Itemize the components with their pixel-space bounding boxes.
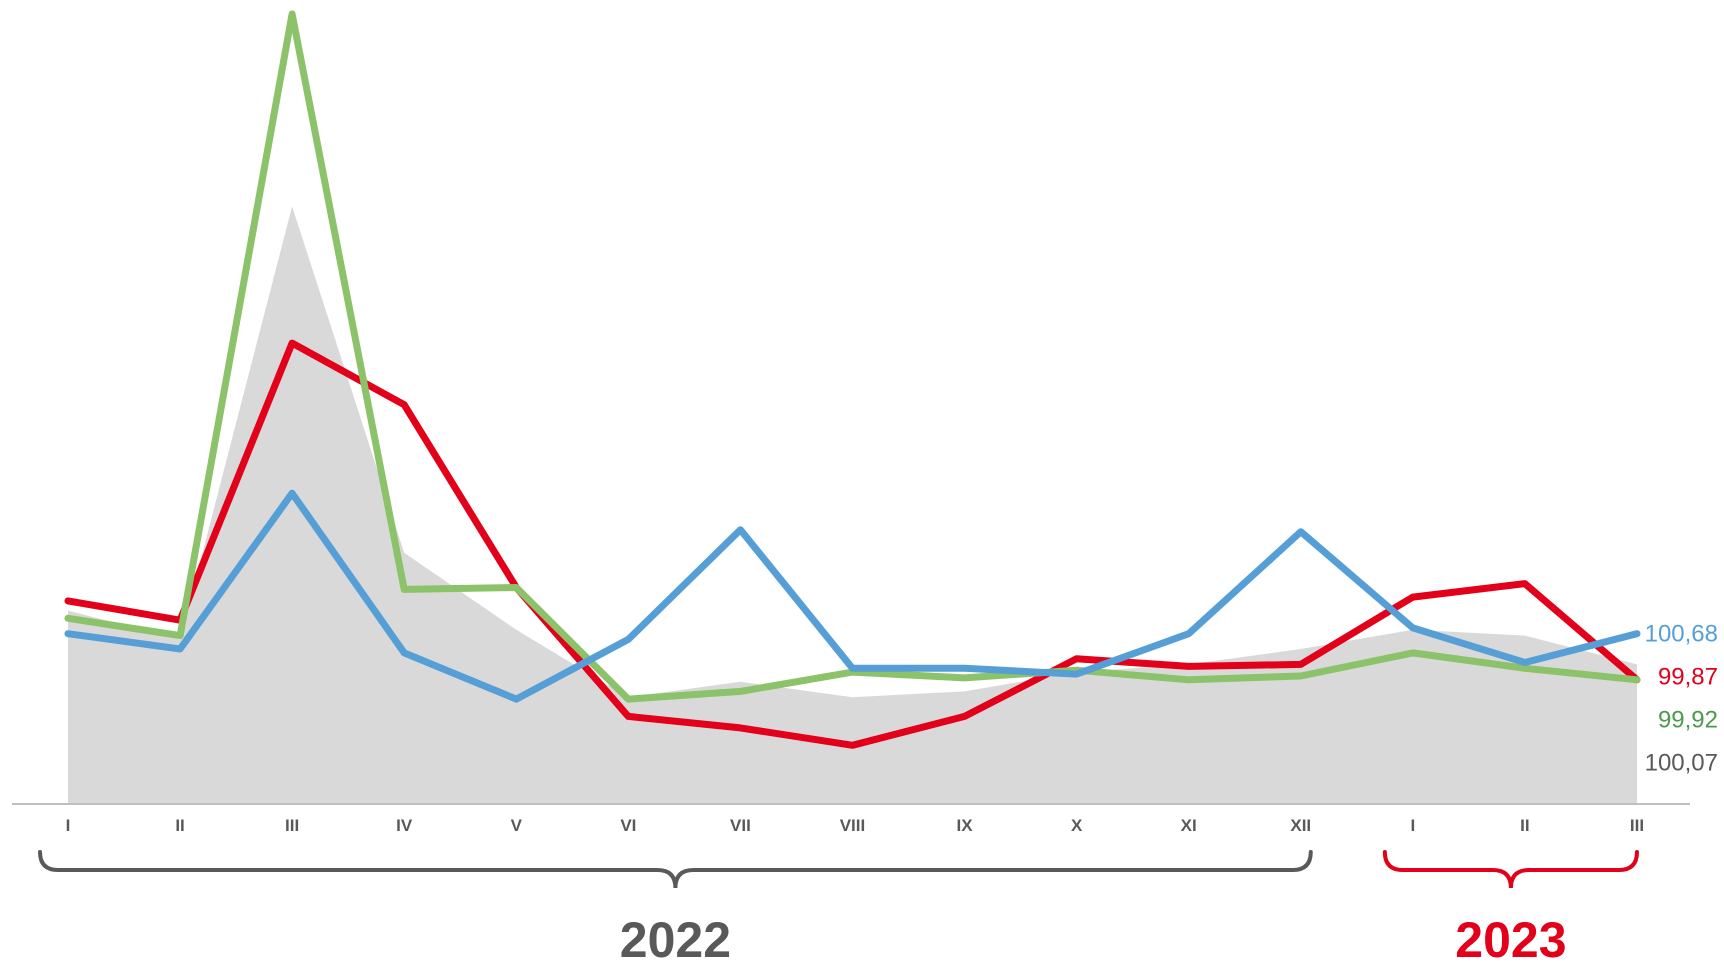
- x-tick-label: VIII: [840, 816, 866, 835]
- x-tick-label: XII: [1290, 816, 1311, 835]
- x-tick-label: II: [1520, 816, 1529, 835]
- lines-layer: [64, 10, 1641, 749]
- year-groups: 2022 2023: [38, 850, 1639, 965]
- series-end-label-0: 100,07: [1645, 750, 1718, 777]
- x-tick-label: VII: [730, 816, 751, 835]
- x-tick-label: IX: [957, 816, 974, 835]
- x-tick-label: III: [285, 816, 299, 835]
- series-line-3: [64, 489, 1641, 703]
- series-end-label-1: 99,87: [1658, 664, 1718, 691]
- x-tick-labels: I II III IV V VI VII VIII IX X XI XII I II III: [66, 816, 1644, 835]
- series-area-0: [68, 206, 1637, 803]
- area-layer: [68, 206, 1637, 803]
- x-tick-label: VI: [620, 816, 636, 835]
- year-brace-2022: [38, 850, 1313, 889]
- x-tick-label: X: [1071, 816, 1083, 835]
- series-end-label-2: 99,92: [1658, 707, 1718, 734]
- x-tick-label: I: [66, 816, 71, 835]
- x-tick-label: I: [1410, 816, 1415, 835]
- x-tick-label: III: [1630, 816, 1644, 835]
- x-tick-label: II: [175, 816, 184, 835]
- x-tick-label: IV: [396, 816, 413, 835]
- series-end-label-3: 100,68: [1645, 621, 1718, 648]
- year-brace-2023: [1382, 850, 1639, 889]
- x-tick-label: XI: [1181, 816, 1197, 835]
- end-labels: 100,68 99,87 99,92 100,07: [1645, 621, 1718, 777]
- series-line-1: [64, 339, 1641, 749]
- x-tick-label: V: [511, 816, 523, 835]
- series-line-2: [64, 10, 1641, 703]
- year-label-2022: 2022: [620, 912, 731, 960]
- year-label-2023: 2023: [1455, 912, 1566, 960]
